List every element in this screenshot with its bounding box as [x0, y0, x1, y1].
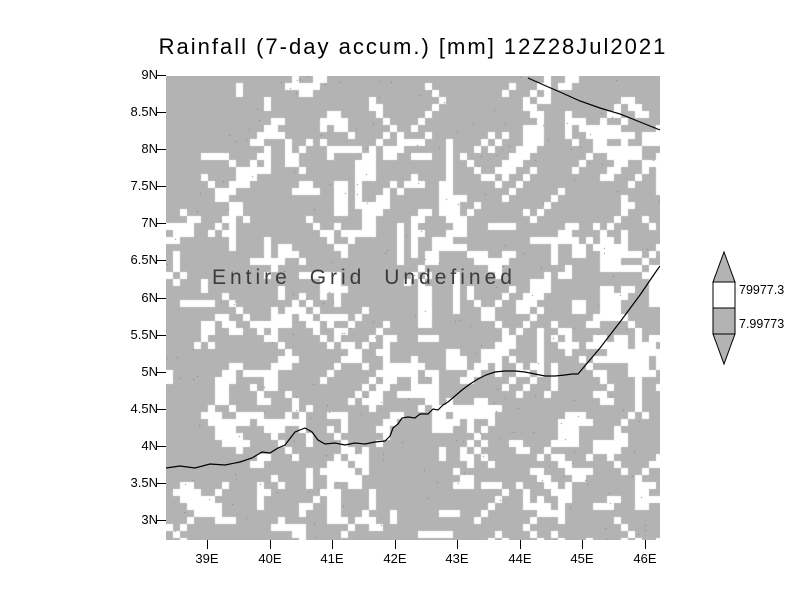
colorbar-label-max: 79977.3	[739, 283, 785, 297]
x-tick-mark	[207, 540, 208, 549]
x-axis-tick-label: 46E	[633, 551, 657, 566]
y-axis-tick-label: 4N	[141, 438, 158, 453]
x-axis-tick-label: 39E	[195, 551, 219, 566]
y-axis-tick-label: 4.5N	[130, 401, 158, 416]
y-tick-mark	[156, 335, 166, 336]
x-tick-mark	[645, 540, 646, 549]
y-axis-tick-label: 8.5N	[130, 104, 158, 119]
x-tick-mark	[395, 540, 396, 549]
y-tick-mark	[156, 112, 166, 113]
y-axis-tick-label: 7N	[141, 215, 158, 230]
colorbar-band-high	[712, 281, 736, 309]
colorbar-down-arrow	[712, 333, 736, 366]
x-axis-tick-label: 40E	[258, 551, 282, 566]
undefined-grid-label: Entire Grid Undefined	[212, 266, 516, 289]
x-axis-tick-label: 44E	[508, 551, 532, 566]
y-tick-mark	[156, 372, 166, 373]
y-tick-mark	[156, 186, 166, 187]
y-tick-mark	[156, 149, 166, 150]
y-axis-tick-label: 7.5N	[130, 178, 158, 193]
y-tick-mark	[156, 75, 166, 76]
coastline-overlay	[166, 77, 660, 469]
y-axis-tick-label: 5.5N	[130, 327, 158, 342]
plot-area: Entire Grid Undefined	[166, 76, 660, 540]
x-axis-tick-label: 43E	[445, 551, 469, 566]
y-axis-tick-label: 5N	[141, 364, 158, 379]
x-axis-tick-label: 45E	[570, 551, 594, 566]
page-title: Rainfall (7-day accum.) [mm] 12Z28Jul202…	[158, 34, 668, 59]
x-tick-mark	[270, 540, 271, 549]
colorbar	[711, 250, 741, 368]
x-tick-mark	[582, 540, 583, 549]
y-axis-tick-label: 6N	[141, 290, 158, 305]
colorbar-up-arrow	[712, 250, 736, 283]
x-tick-mark	[520, 540, 521, 549]
y-tick-mark	[156, 260, 166, 261]
grid-fill-canvas	[166, 76, 660, 540]
y-tick-mark	[156, 520, 166, 521]
y-axis-tick-label: 3N	[141, 512, 158, 527]
colorbar-graphic	[712, 250, 736, 366]
x-axis-tick-label: 41E	[320, 551, 344, 566]
y-tick-mark	[156, 298, 166, 299]
y-axis-tick-label: 6.5N	[130, 252, 158, 267]
x-tick-mark	[332, 540, 333, 549]
x-axis-tick-label: 42E	[383, 551, 407, 566]
y-tick-mark	[156, 483, 166, 484]
x-tick-mark	[457, 540, 458, 549]
y-tick-mark	[156, 446, 166, 447]
colorbar-band-low	[712, 307, 736, 335]
colorbar-label-min: 7.99773	[739, 317, 785, 331]
y-axis-tick-label: 3.5N	[130, 475, 158, 490]
y-tick-mark	[156, 223, 166, 224]
y-tick-mark	[156, 409, 166, 410]
y-axis-tick-label: 9N	[141, 67, 158, 82]
y-axis-tick-label: 8N	[141, 141, 158, 156]
